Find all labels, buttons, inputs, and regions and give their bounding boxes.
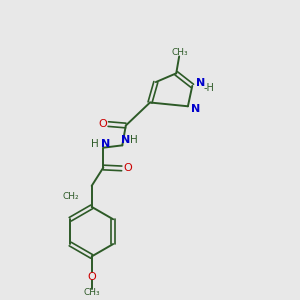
Text: CH₃: CH₃ (83, 288, 100, 297)
Text: N: N (196, 78, 206, 88)
Text: -H: -H (204, 83, 214, 93)
Text: H: H (91, 139, 99, 149)
Text: N: N (191, 103, 201, 114)
Text: O: O (98, 119, 107, 129)
Text: H: H (130, 135, 138, 146)
Text: N: N (101, 139, 110, 149)
Text: CH₃: CH₃ (171, 48, 188, 57)
Text: N: N (121, 135, 130, 146)
Text: O: O (87, 272, 96, 282)
Text: CH₂: CH₂ (63, 192, 80, 201)
Text: O: O (123, 164, 132, 173)
